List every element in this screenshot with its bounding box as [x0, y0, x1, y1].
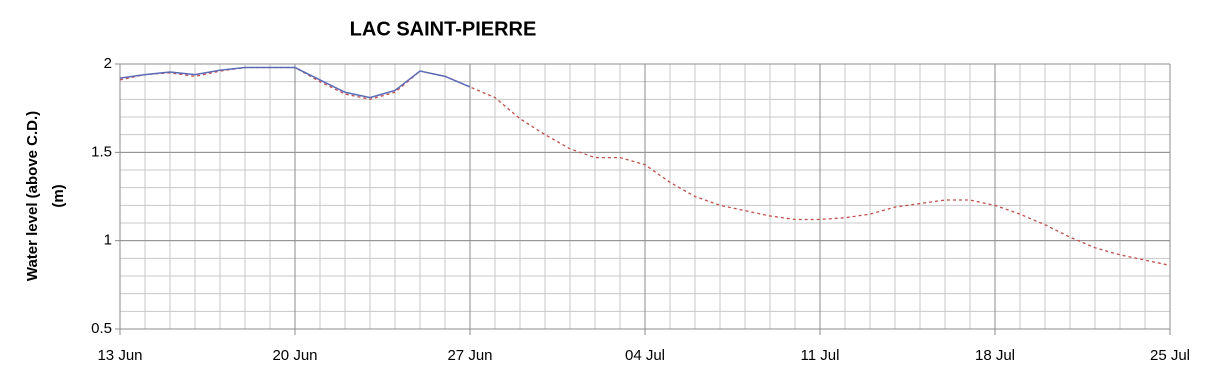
x-tick-label: 25 Jul: [1150, 347, 1190, 364]
x-tick-label: 11 Jul: [801, 347, 840, 364]
x-tick-label: 13 Jun: [97, 347, 142, 364]
y-tick-label: 2: [104, 55, 112, 72]
x-tick-label: 20 Jun: [272, 347, 317, 364]
x-tick-label: 27 Jun: [447, 347, 492, 364]
y-tick-label: 1: [104, 232, 112, 249]
y-axis-label: (m): [50, 184, 67, 207]
y-tick-label: 1.5: [91, 143, 112, 160]
y-tick-label: 0.5: [91, 320, 112, 337]
chart-title: LAC SAINT-PIERRE: [350, 18, 537, 40]
y-axis-label: Water level (above C.D.): [24, 111, 41, 281]
series-line: [119, 66, 471, 99]
x-tick-label: 04 Jul: [625, 347, 665, 364]
x-tick-label: 18 Jul: [975, 347, 1015, 364]
